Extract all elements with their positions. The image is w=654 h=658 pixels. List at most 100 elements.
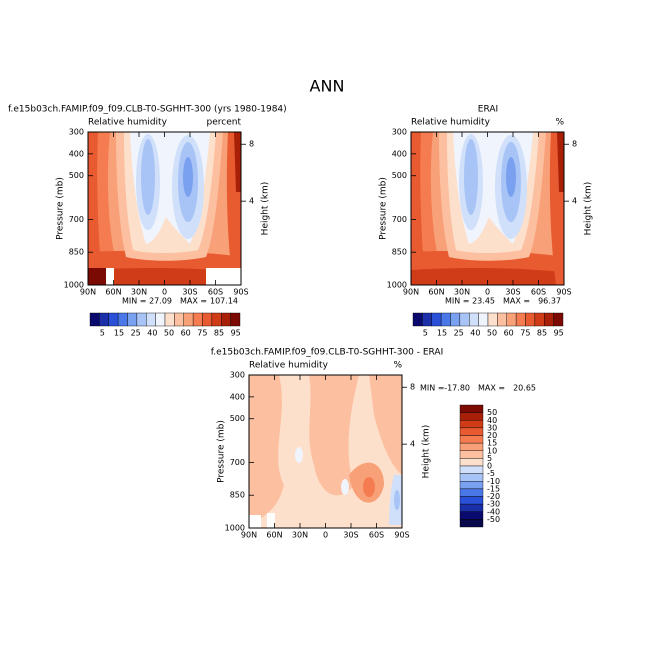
y-tick-label: 500 bbox=[230, 414, 245, 423]
x-tick-label: 90N bbox=[241, 531, 257, 540]
colorbar-box bbox=[459, 473, 484, 482]
y-tick-label: 1000 bbox=[387, 281, 407, 290]
x-tick-label: 90S bbox=[394, 531, 409, 540]
colorbar-box bbox=[487, 312, 498, 327]
y-tick-label: 400 bbox=[230, 392, 245, 401]
y2-tick-label: 4 bbox=[249, 197, 254, 206]
x-tick-label: 60N bbox=[266, 531, 282, 540]
colorbar-box bbox=[459, 442, 484, 451]
subtitle-left: Relative humidity bbox=[88, 118, 168, 128]
colorbar-box bbox=[412, 312, 423, 327]
x-tick-label: 60N bbox=[428, 288, 444, 297]
min-value: -17.80 bbox=[444, 384, 470, 393]
y-tick-label: 400 bbox=[392, 149, 407, 158]
colorbar-box bbox=[459, 488, 484, 497]
colorbar-box bbox=[459, 427, 484, 436]
panel-title: ERAI bbox=[478, 105, 498, 115]
colorbar-label: -10 bbox=[487, 477, 500, 486]
x-tick-label: 90N bbox=[80, 288, 96, 297]
missing-data bbox=[206, 268, 241, 285]
colorbar-label: -40 bbox=[487, 507, 500, 516]
max-value: 20.65 bbox=[513, 384, 536, 393]
colorbar-label: -15 bbox=[487, 484, 500, 493]
colorbar-box bbox=[459, 465, 484, 474]
colorbar-box bbox=[422, 312, 432, 327]
colorbar-box bbox=[459, 404, 484, 413]
missing-data bbox=[106, 268, 114, 285]
y-tick-label: 1000 bbox=[225, 524, 245, 533]
colorbar-label: 20 bbox=[487, 431, 497, 440]
y2-tick-label: 4 bbox=[572, 197, 577, 206]
y2-tick-label: 4 bbox=[410, 440, 415, 449]
x-tick-label: 0 bbox=[485, 288, 490, 297]
x-tick-label: 30N bbox=[454, 288, 470, 297]
y-axis-label: Pressure (mb) bbox=[217, 420, 227, 483]
contour-fill bbox=[411, 132, 564, 285]
colorbar-box bbox=[136, 312, 147, 327]
subtitle-right: % bbox=[555, 118, 564, 128]
colorbar-label: 60 bbox=[504, 329, 514, 338]
x-tick-label: 60N bbox=[105, 288, 121, 297]
colorbar-label: 5 bbox=[100, 329, 105, 338]
colorbar-label: 95 bbox=[231, 329, 241, 338]
panel-title: f.e15b03ch.FAMIP.f09_f09.CLB-T0-SGHHT-30… bbox=[8, 105, 287, 115]
min-label: MIN = bbox=[122, 297, 147, 306]
y2-axis-label: Height (km) bbox=[261, 182, 271, 236]
x-tick-label: 60S bbox=[531, 288, 546, 297]
colorbar-label: 15 bbox=[437, 329, 447, 338]
x-tick-label: 60S bbox=[369, 531, 384, 540]
colorbar-box bbox=[553, 312, 564, 327]
colorbar-box bbox=[497, 312, 507, 327]
y-tick-label: 300 bbox=[392, 128, 407, 137]
colorbar-box bbox=[506, 312, 517, 327]
x-tick-label: 0 bbox=[162, 288, 167, 297]
colorbar-box bbox=[99, 312, 109, 327]
y2-axis-label: Height (km) bbox=[422, 425, 432, 479]
y-tick-label: 500 bbox=[392, 171, 407, 180]
colorbar-box bbox=[230, 312, 241, 327]
min-label: MIN = bbox=[445, 297, 470, 306]
colorbar-box bbox=[221, 312, 231, 327]
colorbar-box bbox=[534, 312, 545, 327]
max-label: MAX = bbox=[503, 297, 530, 306]
colorbar-box bbox=[174, 312, 184, 327]
colorbar-label: 75 bbox=[520, 329, 530, 338]
y-tick-label: 300 bbox=[230, 371, 245, 380]
colorbar-label: 40 bbox=[487, 416, 497, 425]
colorbar-box bbox=[478, 312, 489, 327]
subtitle-left: Relative humidity bbox=[411, 118, 491, 128]
x-tick-label: 30N bbox=[131, 288, 147, 297]
subtitle-left: Relative humidity bbox=[249, 361, 329, 371]
x-tick-label: 30S bbox=[505, 288, 520, 297]
subtitle-right: percent bbox=[207, 118, 242, 128]
colorbar-label: -5 bbox=[487, 469, 495, 478]
colorbar-label: 85 bbox=[537, 329, 547, 338]
colorbar-box bbox=[459, 420, 484, 429]
colorbar-label: 10 bbox=[487, 446, 497, 455]
colorbar-label: 50 bbox=[487, 329, 497, 338]
subtitle-right: % bbox=[393, 361, 402, 371]
y-tick-label: 850 bbox=[230, 491, 245, 500]
colorbar-label: 15 bbox=[487, 439, 497, 448]
suptitle: ANN bbox=[310, 77, 345, 96]
colorbar-box bbox=[127, 312, 138, 327]
colorbar-label: -30 bbox=[487, 500, 500, 509]
y-tick-label: 500 bbox=[69, 171, 84, 180]
max-value: 96.37 bbox=[538, 297, 561, 306]
max-value: 107.14 bbox=[210, 297, 238, 306]
colorbar-box bbox=[117, 312, 128, 327]
colorbar-label: 40 bbox=[470, 329, 480, 338]
colorbar-label: 40 bbox=[147, 329, 157, 338]
colorbar-label: 5 bbox=[487, 454, 492, 463]
x-tick-label: 30S bbox=[343, 531, 358, 540]
colorbar-box bbox=[459, 481, 484, 490]
colorbar-box bbox=[183, 312, 194, 327]
colorbar-box bbox=[164, 312, 175, 327]
colorbar-box bbox=[89, 312, 100, 327]
y2-tick-label: 8 bbox=[249, 140, 254, 149]
x-tick-label: 30S bbox=[182, 288, 197, 297]
y2-tick-label: 8 bbox=[410, 383, 415, 392]
y-tick-label: 850 bbox=[392, 248, 407, 257]
y2-tick-label: 8 bbox=[572, 140, 577, 149]
